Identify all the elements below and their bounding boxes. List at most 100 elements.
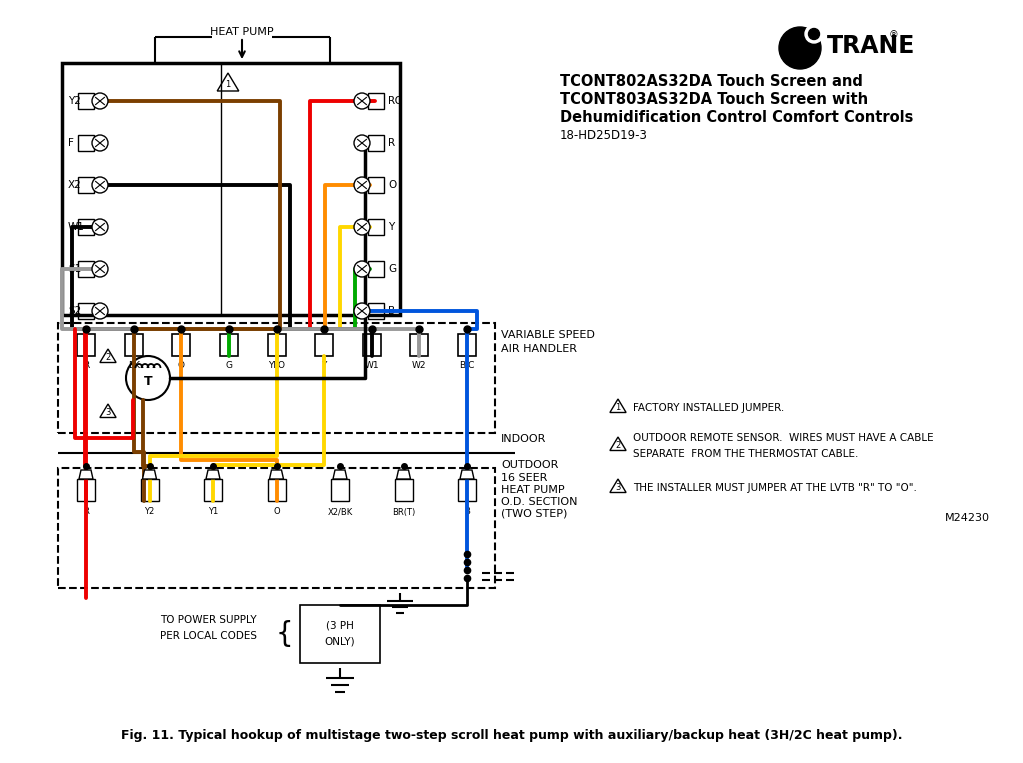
Polygon shape [397,470,410,479]
Circle shape [354,93,370,109]
Text: YLO: YLO [268,360,285,369]
Text: 2: 2 [105,353,110,362]
Polygon shape [206,470,220,479]
Text: VARIABLE SPEED: VARIABLE SPEED [501,330,595,340]
Text: R: R [83,360,89,369]
Bar [77,334,95,356]
Polygon shape [269,470,283,479]
Polygon shape [79,470,93,479]
Bar [220,334,238,356]
Text: S2: S2 [68,306,81,316]
Text: X2: X2 [68,180,82,190]
Text: W1: W1 [364,360,380,369]
Text: BR(T): BR(T) [392,507,415,517]
Text: Y1: Y1 [208,507,218,517]
Bar [78,177,94,193]
Text: Dehumidification Control Comfort Controls: Dehumidification Control Comfort Control… [560,110,914,124]
Text: INDOOR: INDOOR [501,434,546,444]
Text: TCONT803AS32DA Touch Screen with: TCONT803AS32DA Touch Screen with [560,92,869,107]
Text: HEAT PUMP: HEAT PUMP [210,27,274,37]
Circle shape [92,93,108,109]
Circle shape [92,177,108,193]
Circle shape [354,303,370,319]
Text: S1: S1 [68,264,81,274]
Bar [368,135,384,151]
Text: G: G [388,264,396,274]
Text: 18-HD25D19-3: 18-HD25D19-3 [560,128,648,141]
Bar [267,334,285,356]
Circle shape [808,28,819,40]
Text: X2/BK: X2/BK [327,507,353,517]
Text: 3: 3 [615,482,621,491]
Text: BK: BK [128,360,139,369]
Bar [125,334,142,356]
Text: OUTDOOR: OUTDOOR [501,460,559,470]
Text: B: B [388,306,395,316]
Circle shape [354,261,370,277]
Bar [78,303,94,319]
Bar [204,479,222,501]
Text: 2: 2 [616,440,621,449]
Bar [300,605,380,663]
Text: {: { [275,620,293,648]
Bar [78,261,94,277]
Text: Y: Y [388,222,394,232]
Circle shape [354,135,370,151]
Text: Y2: Y2 [144,507,154,517]
Bar [77,479,95,501]
Text: Y2: Y2 [68,96,81,106]
Text: THE INSTALLER MUST JUMPER AT THE LVTB "R" TO "O".: THE INSTALLER MUST JUMPER AT THE LVTB "R… [633,483,917,493]
Circle shape [126,356,170,400]
Text: W2: W2 [412,360,427,369]
Bar [368,93,384,109]
Text: OUTDOOR REMOTE SENSOR.  WIRES MUST HAVE A CABLE: OUTDOOR REMOTE SENSOR. WIRES MUST HAVE A… [633,433,934,443]
Text: O: O [178,360,185,369]
Text: TRANE: TRANE [827,34,916,58]
Text: R: R [388,138,395,148]
Text: RC: RC [388,96,402,106]
Circle shape [92,303,108,319]
Text: O.D. SECTION: O.D. SECTION [501,497,578,507]
Text: ®: ® [889,30,899,40]
Bar [458,479,476,501]
Bar [140,479,159,501]
Text: TO POWER SUPPLY: TO POWER SUPPLY [160,615,257,625]
Bar [315,334,333,356]
Bar [458,334,476,356]
Polygon shape [142,470,157,479]
Bar [395,479,412,501]
Bar [62,63,400,315]
Text: (3 PH: (3 PH [326,621,354,631]
Circle shape [354,177,370,193]
Bar [368,177,384,193]
Circle shape [92,135,108,151]
Text: O: O [273,507,280,517]
Text: HEAT PUMP: HEAT PUMP [501,485,565,495]
Text: Y: Y [321,360,326,369]
Bar [172,334,190,356]
Bar [368,219,384,235]
Bar [78,93,94,109]
Text: Fig. 11. Typical hookup of multistage two-step scroll heat pump with auxiliary/b: Fig. 11. Typical hookup of multistage tw… [122,729,902,742]
Bar [363,334,381,356]
Text: R: R [83,507,89,517]
Bar [58,323,495,433]
Text: 16 SEER: 16 SEER [501,473,547,483]
Bar [331,479,349,501]
Bar [58,468,495,588]
Bar [368,261,384,277]
Circle shape [354,219,370,235]
Text: G: G [225,360,232,369]
Circle shape [779,27,821,69]
Text: B: B [464,507,470,517]
Text: T: T [143,375,152,388]
Text: AIR HANDLER: AIR HANDLER [501,344,577,354]
Text: B/C: B/C [459,360,475,369]
Circle shape [92,219,108,235]
Polygon shape [460,470,474,479]
Text: SEPARATE  FROM THE THERMOSTAT CABLE.: SEPARATE FROM THE THERMOSTAT CABLE. [633,449,858,459]
Bar [78,219,94,235]
Text: FACTORY INSTALLED JUMPER.: FACTORY INSTALLED JUMPER. [633,403,785,413]
Text: PER LOCAL CODES: PER LOCAL CODES [160,631,257,641]
Text: W1: W1 [68,222,85,232]
